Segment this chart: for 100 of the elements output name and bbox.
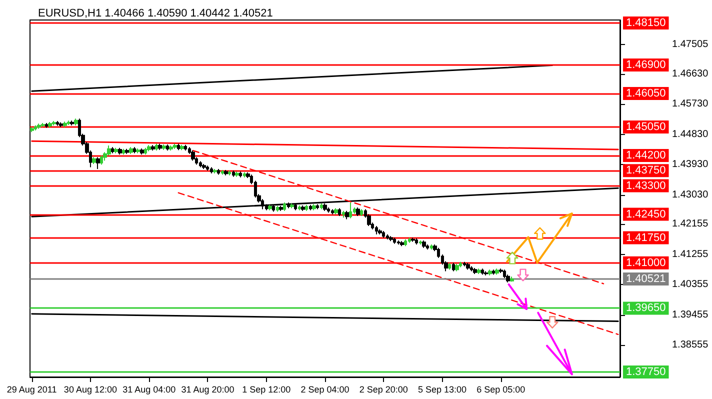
- y-tick-label: 1.43930: [672, 159, 709, 170]
- candlestick: [158, 143, 162, 150]
- y-tick-label: 1.41255: [672, 248, 709, 260]
- ref-line-label: 1.37750: [626, 366, 666, 378]
- y-tick-label: 1.42155: [672, 218, 709, 230]
- candlestick: [272, 204, 275, 212]
- candlestick: [477, 268, 481, 274]
- candlestick: [173, 143, 177, 150]
- ref-line-label: 1.44200: [626, 150, 666, 162]
- candlestick: [473, 267, 477, 274]
- candlestick: [404, 238, 407, 247]
- candlestick: [180, 144, 184, 151]
- candlestick: [349, 202, 352, 219]
- x-tick-label: 31 Aug 20:00: [181, 384, 234, 394]
- candlestick: [34, 124, 37, 131]
- candlestick: [184, 144, 187, 152]
- candlestick: [345, 210, 349, 220]
- candlestick: [426, 244, 429, 250]
- candlestick: [129, 146, 133, 154]
- candlestick: [503, 269, 506, 279]
- ref-line-label: 1.41750: [626, 232, 666, 244]
- candlestick: [243, 172, 246, 178]
- candlestick: [290, 203, 294, 209]
- y-tick-label: 1.43030: [672, 189, 709, 200]
- candlestick: [151, 144, 155, 152]
- candlestick: [239, 171, 242, 178]
- x-tick-label: 5 Sep 13:00: [418, 384, 467, 394]
- candlestick: [191, 150, 195, 162]
- candlestick: [41, 122, 45, 128]
- candlestick: [375, 226, 378, 235]
- candlestick: [294, 203, 297, 211]
- ref-line-label: 1.39650: [626, 302, 666, 314]
- candlestick: [452, 262, 455, 272]
- candlestick: [301, 205, 305, 212]
- candlestick: [430, 244, 433, 250]
- candlestick: [202, 163, 206, 170]
- candlestick: [37, 123, 41, 130]
- candlestick: [463, 261, 466, 267]
- candlestick: [408, 237, 411, 244]
- candlestick: [342, 210, 345, 218]
- candlestick: [400, 240, 404, 247]
- ref-line-label: 1.46050: [626, 87, 666, 100]
- candlestick: [422, 240, 426, 248]
- candlestick: [45, 122, 48, 128]
- candlestick: [298, 205, 301, 211]
- ref-line-label: 1.43750: [626, 164, 666, 177]
- candlestick: [162, 144, 166, 150]
- candlestick: [283, 202, 286, 212]
- candlestick: [30, 126, 34, 133]
- candlestick: [213, 168, 217, 174]
- candlestick: [107, 144, 111, 156]
- ref-line-label: 1.46900: [626, 58, 666, 71]
- candlestick: [334, 208, 338, 215]
- candlestick: [448, 262, 451, 270]
- candlestick: [111, 146, 114, 154]
- x-tick-label: 6 Sep 05:00: [476, 384, 526, 394]
- candlestick: [309, 204, 312, 211]
- candlestick: [59, 122, 63, 128]
- candlestick: [492, 269, 495, 276]
- candlestick: [147, 144, 151, 152]
- candlestick: [276, 205, 279, 212]
- candlestick: [122, 148, 125, 156]
- ref-line-label: 1.45050: [626, 121, 666, 134]
- candlestick: [199, 160, 202, 168]
- candlestick: [206, 165, 209, 172]
- candlestick: [169, 144, 173, 152]
- candlestick: [232, 170, 235, 178]
- candlestick: [63, 121, 67, 128]
- ref-line-label: 1.41000: [626, 256, 666, 269]
- candlestick: [466, 262, 470, 270]
- candlestick: [48, 122, 52, 128]
- x-tick-label: 29 Aug 2011: [6, 384, 57, 394]
- candlestick: [415, 238, 418, 245]
- x-tick-label: 31 Aug 04:00: [122, 384, 176, 394]
- candlestick: [67, 120, 70, 126]
- candlestick: [419, 240, 422, 245]
- candlestick: [166, 144, 169, 152]
- candlestick: [221, 169, 224, 176]
- candlestick: [411, 237, 415, 242]
- candlestick: [136, 148, 140, 154]
- candlestick: [177, 143, 180, 151]
- candlestick: [74, 118, 78, 126]
- candlestick: [316, 204, 319, 210]
- y-tick-label: 1.44830: [672, 128, 709, 140]
- candlestick: [70, 120, 74, 126]
- candlestick: [140, 148, 144, 156]
- y-tick-label: 1.47505: [672, 39, 709, 50]
- ref-line-label: 1.40521: [626, 272, 666, 285]
- candlestick: [327, 207, 330, 214]
- candlestick: [455, 263, 459, 272]
- candlestick: [331, 208, 334, 215]
- candlestick: [224, 169, 228, 176]
- candlestick: [210, 166, 213, 174]
- candlestick: [389, 236, 393, 242]
- candlestick: [56, 120, 59, 126]
- candlestick: [114, 147, 118, 154]
- candlestick: [228, 170, 231, 176]
- x-tick-label: 2 Sep 20:00: [359, 384, 408, 394]
- candlestick: [378, 228, 382, 235]
- candlestick: [360, 208, 363, 216]
